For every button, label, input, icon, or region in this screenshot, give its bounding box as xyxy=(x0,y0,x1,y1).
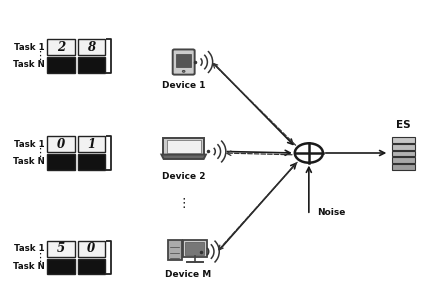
Text: Task 1: Task 1 xyxy=(15,43,45,51)
Bar xyxy=(392,164,415,170)
Text: ES: ES xyxy=(396,120,411,130)
Bar xyxy=(176,54,191,67)
Bar xyxy=(47,154,75,170)
Bar xyxy=(392,144,415,150)
Text: 0: 0 xyxy=(57,138,65,151)
Bar xyxy=(47,57,75,73)
Bar xyxy=(78,136,105,152)
Bar xyxy=(78,154,105,170)
Bar xyxy=(78,57,105,73)
Bar xyxy=(186,242,204,255)
Text: Device M: Device M xyxy=(165,270,211,279)
Text: Device 1: Device 1 xyxy=(162,81,206,90)
Text: ⋮: ⋮ xyxy=(34,148,45,158)
FancyBboxPatch shape xyxy=(164,138,204,155)
FancyBboxPatch shape xyxy=(183,240,206,257)
Text: 5: 5 xyxy=(57,242,65,255)
Text: 0: 0 xyxy=(87,242,95,255)
Text: Task N: Task N xyxy=(13,60,45,69)
Polygon shape xyxy=(161,155,206,159)
Bar xyxy=(78,39,105,55)
Circle shape xyxy=(183,70,185,72)
Text: 2: 2 xyxy=(57,40,65,54)
Text: 8: 8 xyxy=(87,40,95,54)
Bar xyxy=(47,136,75,152)
Bar xyxy=(47,241,75,256)
Bar xyxy=(47,39,75,55)
Text: Task 1: Task 1 xyxy=(15,244,45,253)
Text: Noise: Noise xyxy=(317,208,345,217)
Bar xyxy=(167,140,201,153)
Bar xyxy=(78,241,105,256)
Text: 1: 1 xyxy=(87,138,95,151)
Bar xyxy=(392,157,415,163)
Text: ⋮: ⋮ xyxy=(34,253,45,263)
FancyBboxPatch shape xyxy=(168,240,182,260)
Bar xyxy=(47,259,75,274)
FancyBboxPatch shape xyxy=(173,50,194,75)
Text: ⋮: ⋮ xyxy=(34,51,45,61)
Text: Task N: Task N xyxy=(13,158,45,166)
Bar xyxy=(392,137,415,143)
Circle shape xyxy=(295,143,323,163)
Bar xyxy=(78,259,105,274)
Text: Task 1: Task 1 xyxy=(15,140,45,148)
Bar xyxy=(392,151,415,156)
Text: Device 2: Device 2 xyxy=(162,172,206,181)
Text: ⋮: ⋮ xyxy=(177,196,190,210)
Text: Task N: Task N xyxy=(13,262,45,271)
